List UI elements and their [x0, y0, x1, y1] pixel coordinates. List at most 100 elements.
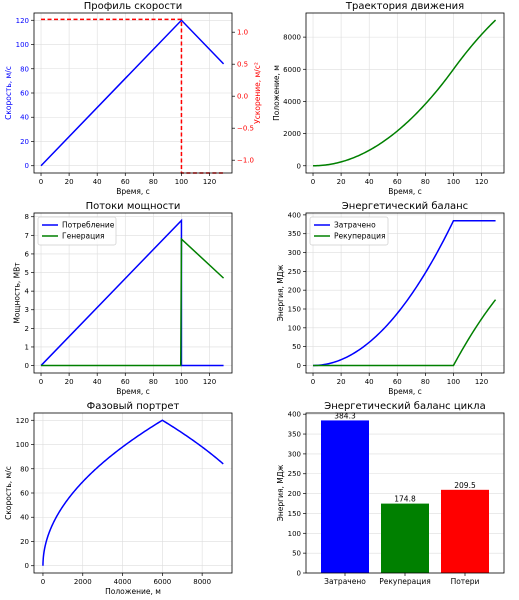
y-axis-label: Энергия, МДж	[276, 264, 285, 321]
y-tick-label: 0	[25, 162, 29, 170]
chart-title: Энергетический баланс	[342, 201, 468, 212]
x-tick-label: 120	[475, 178, 488, 186]
x-tick-label: 80	[149, 178, 158, 186]
chart-title: Потоки мощности	[86, 201, 181, 212]
y-tick-label: 20	[20, 138, 29, 146]
axes-frame	[305, 12, 505, 174]
y-right-tick-label: 1.0	[237, 29, 248, 37]
x-tick-label: 40	[365, 178, 374, 186]
y-tick-label: 40	[20, 114, 29, 122]
legend-entry: Генерация	[62, 232, 105, 241]
y-tick-label: 100	[288, 324, 301, 332]
y-right-tick-label: −0.5	[237, 125, 254, 133]
series-line-traj-0	[313, 19, 497, 167]
y-tick-label: 350	[288, 230, 301, 238]
legend-box	[37, 216, 117, 246]
x-tick-label: Затрачено	[324, 577, 366, 586]
x-tick-label: 100	[175, 178, 188, 186]
series-line-speed-0	[40, 19, 225, 167]
y-tick-label: 400	[288, 211, 301, 219]
series-line-Рекуперация	[313, 299, 497, 367]
y-tick-label: 80	[20, 65, 29, 73]
x-tick-label: 0	[41, 578, 45, 586]
bar-Потери	[441, 489, 489, 573]
y-tick-label: 150	[288, 306, 301, 314]
x-tick-label: 120	[475, 378, 488, 386]
x-tick-label: 120	[203, 378, 216, 386]
chart-title: Профиль скорости	[84, 1, 182, 12]
x-tick-label: 40	[93, 178, 102, 186]
y-tick-label: 0	[297, 162, 301, 170]
x-tick-label: Потери	[451, 577, 480, 586]
legend-entry: Потребление	[62, 221, 115, 230]
y-tick-label: 0	[25, 562, 29, 570]
y-tick-label: 50	[292, 550, 301, 558]
y-tick-label: 20	[20, 538, 29, 546]
x-axis-label: Время, с	[388, 187, 422, 196]
x-tick-label: 4000	[114, 578, 132, 586]
y-tick-label: 150	[288, 510, 301, 518]
y-tick-label: 250	[288, 268, 301, 276]
y-tick-label: 100	[16, 441, 29, 449]
x-tick-label: 100	[447, 378, 460, 386]
x-tick-label: 60	[393, 378, 402, 386]
chart-title: Траектория движения	[345, 1, 464, 12]
y-tick-label: 4000	[283, 98, 301, 106]
x-tick-label: 60	[121, 378, 130, 386]
series-line-Затрачено	[313, 220, 496, 367]
y-axis-label: Скорость, м/с	[4, 466, 13, 520]
y-tick-label: 40	[20, 514, 29, 522]
y-tick-label: 2000	[283, 130, 301, 138]
series-line-Генерация	[41, 237, 225, 367]
x-tick-label: 0	[311, 378, 315, 386]
bar-Затрачено	[321, 420, 369, 573]
bar-value-label: 209.5	[454, 481, 476, 490]
x-tick-label: 8000	[193, 578, 211, 586]
y-tick-label: 60	[20, 90, 29, 98]
y-tick-label: 6000	[283, 66, 301, 74]
x-tick-label: 40	[365, 378, 374, 386]
y-right-axis-label: Ускорение, м/с²	[253, 62, 262, 124]
x-tick-label: Рекуперация	[379, 577, 430, 586]
y-tick-label: 0	[297, 362, 301, 370]
y-tick-label: 8	[25, 213, 29, 221]
y-tick-label: 8000	[283, 34, 301, 42]
x-axis-label: Время, с	[116, 387, 150, 396]
x-tick-label: 20	[65, 378, 74, 386]
y-tick-label: 100	[288, 530, 301, 538]
x-tick-label: 100	[447, 178, 460, 186]
y-tick-label: 100	[16, 41, 29, 49]
axes-frame	[305, 212, 505, 374]
y-tick-label: 250	[288, 470, 301, 478]
bar-Рекуперация	[381, 503, 429, 573]
x-tick-label: 0	[311, 178, 315, 186]
bar-value-label: 384.3	[334, 411, 356, 420]
y-tick-label: 6	[25, 250, 30, 258]
y-tick-label: 60	[20, 490, 29, 498]
x-tick-label: 2000	[74, 578, 92, 586]
y-tick-label: 50	[292, 343, 301, 351]
x-tick-label: 120	[203, 178, 216, 186]
x-tick-label: 6000	[153, 578, 171, 586]
y-tick-label: 3	[25, 306, 29, 314]
y-tick-label: 0	[25, 362, 29, 370]
x-tick-label: 60	[393, 178, 402, 186]
chart-traj: 0 20 40 60 80 100 120 0 2000 4000 6000 8000 Траектор…	[272, 1, 505, 196]
x-tick-label: 20	[337, 178, 346, 186]
y-tick-label: 400	[288, 411, 301, 419]
x-tick-label: 20	[337, 378, 346, 386]
legend-entry: Затрачено	[334, 221, 376, 230]
y-tick-label: 80	[20, 465, 29, 473]
x-tick-label: 0	[39, 378, 43, 386]
chart-power: 0 20 40 60 80 100 120 0 1 2 3 4 5 6 7 8 Потоки мощности В…	[13, 201, 233, 396]
y-tick-label: 120	[16, 417, 29, 425]
series-line-speed-1	[41, 18, 224, 174]
y-axis-label: Скорость, м/с	[4, 66, 13, 120]
y-tick-label: 5	[25, 269, 29, 277]
axes-frame	[33, 212, 233, 374]
x-tick-label: 60	[121, 178, 130, 186]
y-tick-label: 7	[25, 232, 29, 240]
chart-title: Энергетический баланс цикла	[324, 401, 485, 412]
x-tick-label: 80	[421, 378, 430, 386]
